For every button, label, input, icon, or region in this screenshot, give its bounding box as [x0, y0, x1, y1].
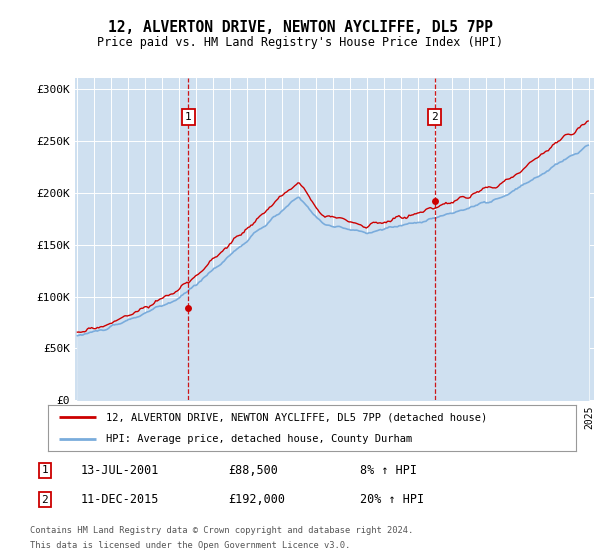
Text: Price paid vs. HM Land Registry's House Price Index (HPI): Price paid vs. HM Land Registry's House …	[97, 36, 503, 49]
Text: 8% ↑ HPI: 8% ↑ HPI	[360, 464, 417, 477]
Text: 12, ALVERTON DRIVE, NEWTON AYCLIFFE, DL5 7PP: 12, ALVERTON DRIVE, NEWTON AYCLIFFE, DL5…	[107, 20, 493, 35]
Text: £192,000: £192,000	[228, 493, 285, 506]
Text: 2: 2	[41, 494, 49, 505]
Text: This data is licensed under the Open Government Licence v3.0.: This data is licensed under the Open Gov…	[30, 541, 350, 550]
Text: 13-JUL-2001: 13-JUL-2001	[81, 464, 160, 477]
Text: 2: 2	[431, 112, 438, 122]
Text: 1: 1	[185, 112, 192, 122]
Text: 20% ↑ HPI: 20% ↑ HPI	[360, 493, 424, 506]
Text: 11-DEC-2015: 11-DEC-2015	[81, 493, 160, 506]
Text: £88,500: £88,500	[228, 464, 278, 477]
Text: 12, ALVERTON DRIVE, NEWTON AYCLIFFE, DL5 7PP (detached house): 12, ALVERTON DRIVE, NEWTON AYCLIFFE, DL5…	[106, 412, 487, 422]
Text: Contains HM Land Registry data © Crown copyright and database right 2024.: Contains HM Land Registry data © Crown c…	[30, 526, 413, 535]
Text: 1: 1	[41, 465, 49, 475]
Text: HPI: Average price, detached house, County Durham: HPI: Average price, detached house, Coun…	[106, 435, 412, 444]
